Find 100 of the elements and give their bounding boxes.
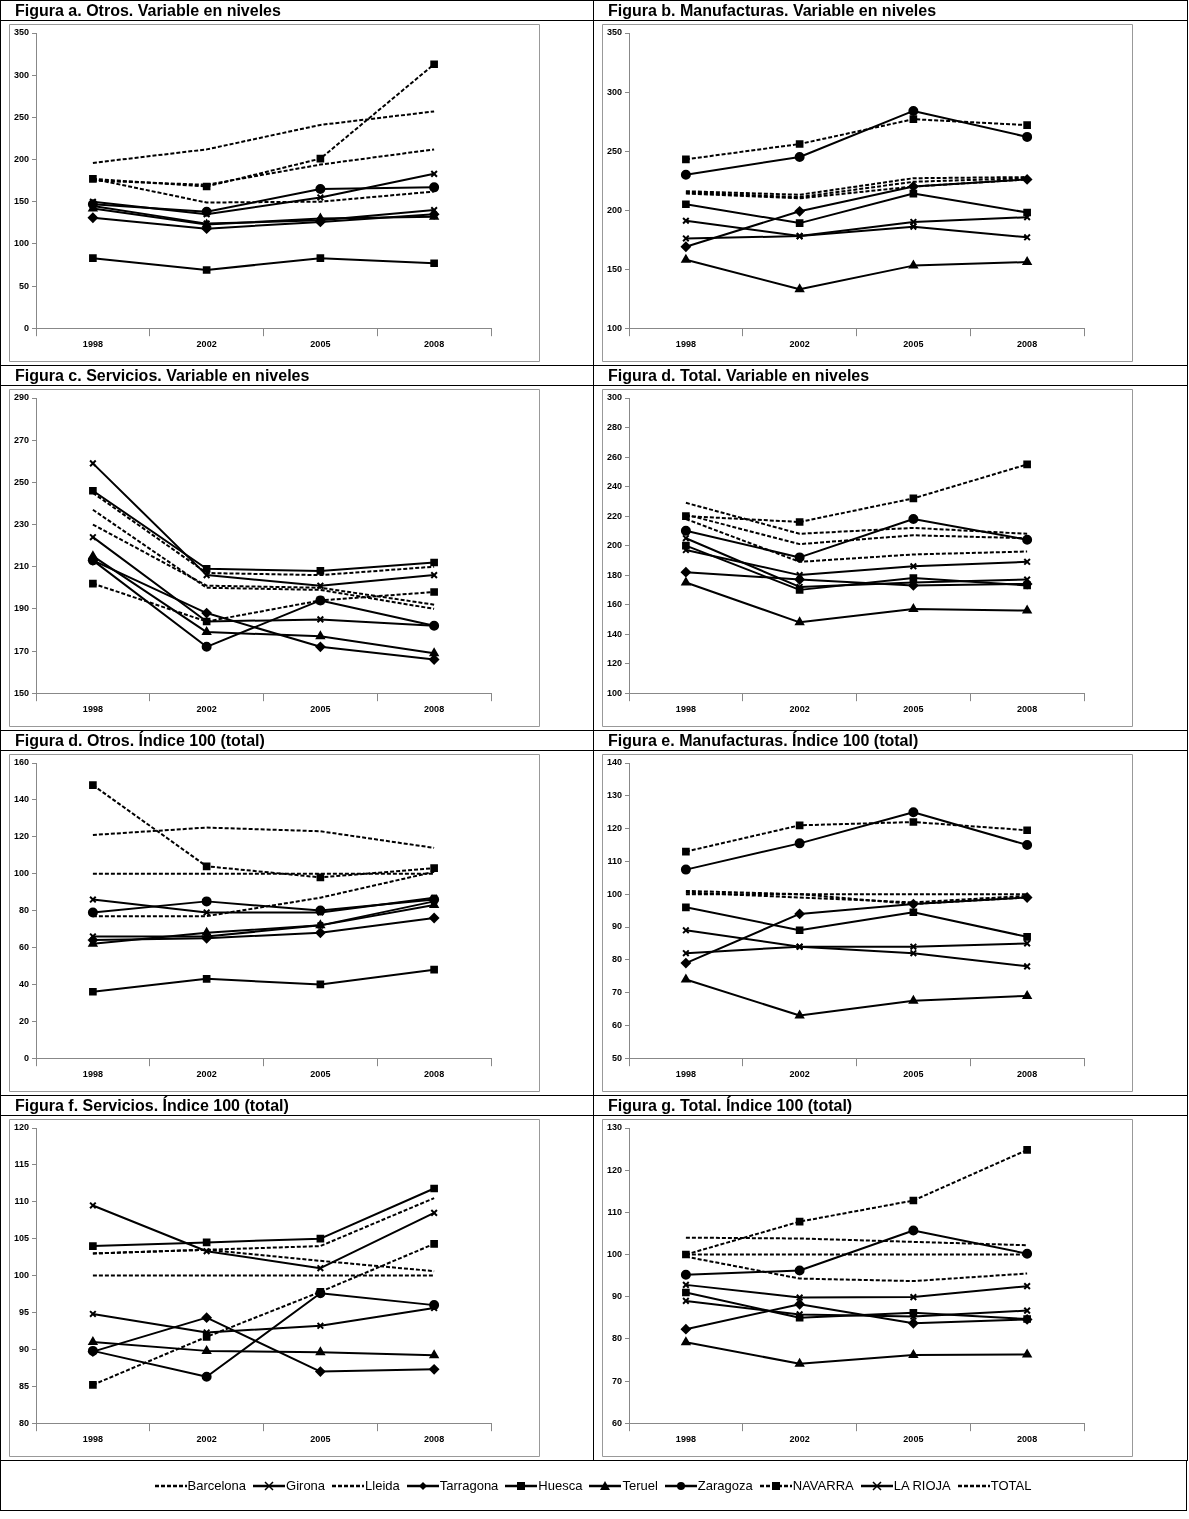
y-tick-label: 120 xyxy=(606,1164,623,1175)
x-tick-label: 2005 xyxy=(903,339,924,350)
x-tick-label: 2005 xyxy=(903,704,924,715)
y-tick-label: 50 xyxy=(19,280,30,291)
y-tick-label: 100 xyxy=(13,238,30,249)
y-tick-label: 250 xyxy=(606,145,623,156)
y-tick-label: 150 xyxy=(13,687,30,698)
y-tick-label: 20 xyxy=(19,1015,30,1026)
y-tick-label: 90 xyxy=(612,1291,623,1302)
y-tick-label: 80 xyxy=(612,1333,623,1344)
x-tick-label: 2008 xyxy=(1017,339,1038,350)
legend-label: Teruel xyxy=(622,1478,658,1493)
y-tick-label: 130 xyxy=(606,790,623,801)
y-tick-label: 140 xyxy=(606,628,623,639)
y-tick-label: 210 xyxy=(13,561,30,572)
y-tick-label: 200 xyxy=(13,154,30,164)
y-tick-label: 0 xyxy=(24,322,30,333)
y-tick-label: 150 xyxy=(13,196,30,207)
x-tick-label: 2002 xyxy=(789,704,810,715)
chart-title: Figura d. Total. Variable en niveles xyxy=(594,366,1187,386)
y-tick-label: 220 xyxy=(606,510,623,521)
x-tick-label: 2008 xyxy=(424,1069,445,1080)
y-tick-label: 120 xyxy=(606,658,623,669)
x-tick-label: 2002 xyxy=(789,1069,810,1080)
y-tick-label: 80 xyxy=(612,954,623,965)
y-tick-label: 120 xyxy=(13,831,30,842)
x-tick-label: 2002 xyxy=(789,1434,810,1445)
y-tick-label: 95 xyxy=(19,1306,30,1317)
y-tick-label: 350 xyxy=(13,27,30,38)
legend-label: Girona xyxy=(286,1478,326,1493)
x-tick-label: 2002 xyxy=(196,704,217,715)
x-tick-label: 2005 xyxy=(310,1069,331,1080)
y-tick-label: 240 xyxy=(606,481,623,492)
chart-title: Figura b. Manufacturas. Variable en niveles xyxy=(594,1,1187,21)
chart-title: Figura e. Manufacturas. Índice 100 (total) xyxy=(594,731,1187,751)
y-tick-label: 300 xyxy=(606,392,623,403)
legend-label: LA RIOJA xyxy=(893,1478,951,1493)
x-tick-label: 2005 xyxy=(310,1434,331,1445)
y-tick-label: 110 xyxy=(607,1206,623,1217)
legend-label: Barcelona xyxy=(187,1478,247,1493)
y-tick-label: 270 xyxy=(13,434,30,445)
y-tick-label: 60 xyxy=(19,941,30,952)
x-tick-label: 2008 xyxy=(1017,1434,1038,1445)
y-tick-label: 100 xyxy=(13,868,30,879)
y-tick-label: 85 xyxy=(19,1380,30,1391)
x-tick-label: 2005 xyxy=(310,704,331,715)
y-tick-label: 250 xyxy=(13,476,30,487)
y-tick-label: 100 xyxy=(606,888,623,899)
chart-title: Figura d. Otros. Índice 100 (total) xyxy=(1,731,593,751)
legend-label: NAVARRA xyxy=(792,1478,854,1493)
y-tick-label: 100 xyxy=(606,687,623,698)
y-tick-label: 180 xyxy=(606,569,623,580)
y-tick-label: 140 xyxy=(13,794,30,805)
y-tick-label: 280 xyxy=(606,422,623,432)
y-tick-label: 60 xyxy=(612,1417,623,1428)
y-tick-label: 50 xyxy=(612,1052,623,1063)
y-tick-label: 300 xyxy=(13,69,30,80)
y-tick-label: 200 xyxy=(606,540,623,551)
y-tick-label: 300 xyxy=(606,86,623,97)
y-tick-label: 190 xyxy=(13,603,30,614)
x-tick-label: 2008 xyxy=(424,1434,445,1445)
y-tick-label: 130 xyxy=(606,1122,623,1133)
y-tick-label: 200 xyxy=(606,204,623,215)
x-tick-label: 1998 xyxy=(675,339,696,350)
y-tick-label: 230 xyxy=(13,519,30,529)
y-tick-label: 80 xyxy=(19,1417,30,1428)
x-tick-label: 1998 xyxy=(675,1434,696,1445)
y-tick-label: 90 xyxy=(19,1343,30,1354)
x-tick-label: 2008 xyxy=(424,339,445,350)
x-tick-label: 2005 xyxy=(903,1434,924,1445)
y-tick-label: 60 xyxy=(612,1019,623,1030)
y-tick-label: 160 xyxy=(606,599,623,610)
y-tick-label: 100 xyxy=(606,1249,623,1259)
y-tick-label: 160 xyxy=(13,757,30,768)
x-tick-label: 1998 xyxy=(675,704,696,715)
y-tick-label: 140 xyxy=(606,757,623,768)
y-tick-label: 100 xyxy=(13,1270,30,1281)
y-tick-label: 170 xyxy=(13,645,30,656)
legend-label: Zaragoza xyxy=(697,1478,753,1493)
y-tick-label: 350 xyxy=(606,27,623,38)
y-tick-label: 150 xyxy=(606,263,623,274)
y-tick-label: 115 xyxy=(14,1159,30,1170)
y-tick-label: 260 xyxy=(606,451,623,462)
x-tick-label: 2002 xyxy=(196,339,217,350)
x-tick-label: 2002 xyxy=(196,1434,217,1445)
x-tick-label: 2005 xyxy=(903,1069,924,1080)
legend-label: Huesca xyxy=(538,1478,583,1493)
y-tick-label: 110 xyxy=(607,855,623,866)
chart-title: Figura f. Servicios. Índice 100 (total) xyxy=(1,1096,593,1116)
y-tick-label: 80 xyxy=(19,905,30,916)
x-tick-label: 1998 xyxy=(82,704,103,715)
x-tick-label: 1998 xyxy=(82,1069,103,1080)
y-tick-label: 40 xyxy=(19,978,30,989)
x-tick-label: 2008 xyxy=(1017,704,1038,715)
x-tick-label: 2002 xyxy=(789,339,810,350)
legend-label: Lleida xyxy=(365,1478,400,1493)
y-tick-label: 120 xyxy=(13,1122,30,1133)
y-tick-label: 105 xyxy=(13,1233,30,1244)
x-tick-label: 1998 xyxy=(675,1069,696,1080)
x-tick-label: 2008 xyxy=(424,704,445,715)
